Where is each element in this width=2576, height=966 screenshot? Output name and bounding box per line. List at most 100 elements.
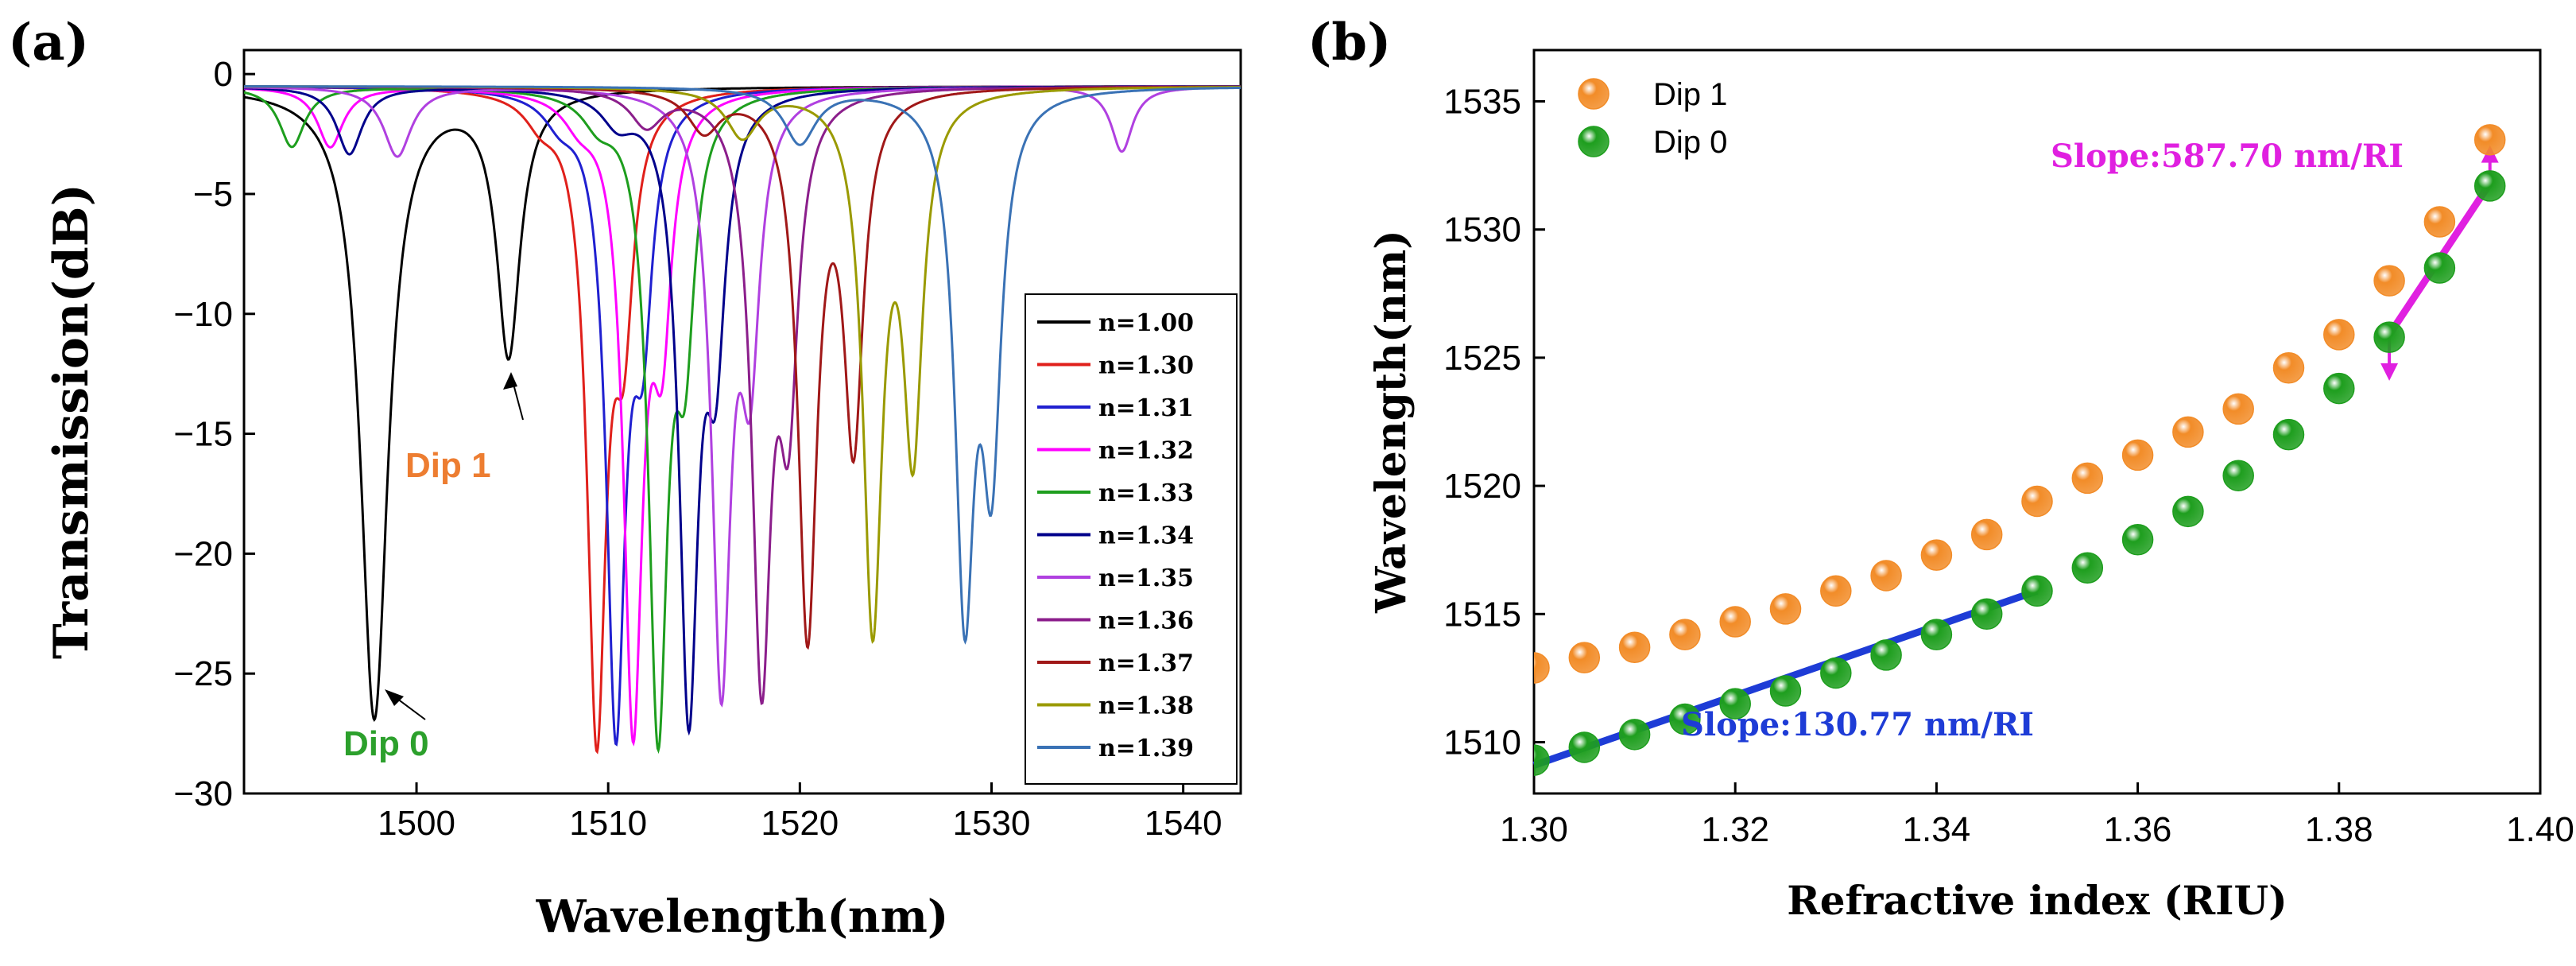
- panel-a-x-tick-label: 1500: [378, 804, 455, 843]
- panel-a-x-tick-label: 1510: [569, 804, 647, 843]
- panel-b-ticks: 1.30 1.32 1.34 1.36 1.38 1.40 1535 1530 1525 1520…: [1443, 82, 2574, 849]
- dip0-point: [2272, 418, 2305, 451]
- dip1-point: [2473, 124, 2506, 156]
- panel-b-label: (b): [1307, 13, 1391, 72]
- dip1-point: [1769, 593, 1802, 625]
- panel-b: (b) 1.30 1.32 1.34 1.36 1.38 1.40 1535 1530 1525…: [1307, 13, 2574, 924]
- dip0-point: [1568, 731, 1601, 763]
- dip0-point: [1970, 598, 2003, 630]
- dip1-point: [2323, 319, 2355, 351]
- panel-a-y-axis-title: Transmission(dB): [44, 184, 99, 659]
- dip0-point: [1920, 619, 1953, 650]
- panel-b-x-tick-label: 1.40: [2506, 810, 2574, 849]
- panel-a-legend-label: n=1.38: [1098, 692, 1194, 720]
- panel-b-legend: Dip 1 Dip 0: [1578, 77, 1727, 160]
- panel-a-frame: [242, 48, 1242, 795]
- dip1-point: [1618, 631, 1651, 663]
- spectrum-line-6: [244, 86, 1241, 708]
- panel-b-legend-marker: [1578, 126, 1610, 157]
- dip0-point: [2172, 495, 2204, 528]
- panel-a-y-tick-label: 0: [214, 55, 233, 94]
- panel-a-y-tick-label: −15: [173, 415, 233, 454]
- panel-b-frame: [1532, 48, 2542, 795]
- panel-b-x-tick-label: 1.30: [1500, 810, 1568, 849]
- dip0-point: [1618, 719, 1651, 751]
- dip0-label: Dip 0: [343, 724, 429, 763]
- panel-a-y-tick-label: −5: [193, 175, 233, 214]
- dip0-point: [2373, 321, 2405, 353]
- dip1-point: [1970, 518, 2003, 551]
- panel-b-legend-marker: [1578, 78, 1610, 110]
- dip1-point: [2373, 265, 2405, 297]
- panel-a-curves: [244, 85, 1241, 755]
- dip1-point: [2423, 206, 2456, 238]
- dip0-point: [1669, 703, 1701, 735]
- dip0-point: [2473, 170, 2506, 202]
- dip1-point: [2071, 462, 2104, 495]
- dip1-annotation: Dip 1: [405, 372, 524, 485]
- dip0-point: [2121, 524, 2154, 556]
- dip1-point: [1669, 619, 1701, 650]
- dip1-arrowhead: [503, 372, 517, 390]
- panel-b-y-tick-label: 1530: [1443, 211, 1521, 250]
- dip0-point: [2021, 575, 2053, 607]
- panel-a-y-tick-label: −25: [173, 654, 233, 693]
- panel-a-legend-label: n=1.00: [1098, 309, 1194, 337]
- dip1-point: [1870, 560, 1902, 592]
- dip0-point: [1870, 639, 1902, 671]
- panel-a-legend: n=1.00 n=1.30 n=1.31 n=1.32 n=1.33 n=1.34 n=1.…: [1025, 293, 1238, 785]
- panel-b-y-tick-label: 1535: [1443, 82, 1521, 121]
- panel-a-legend-label: n=1.37: [1098, 650, 1194, 677]
- dip1-point: [1719, 606, 1751, 638]
- dip1-point: [2222, 393, 2254, 425]
- panel-b-legend-label: Dip 0: [1653, 125, 1727, 160]
- panel-a-legend-label: n=1.35: [1098, 564, 1194, 592]
- panel-b-y-tick-label: 1510: [1443, 724, 1521, 762]
- panel-a-legend-label: n=1.30: [1098, 352, 1194, 380]
- panel-a-legend-label: n=1.31: [1098, 394, 1194, 422]
- dip1-point: [1534, 652, 1550, 684]
- panel-b-points: [1534, 124, 2506, 776]
- panel-a-legend-label: n=1.33: [1098, 479, 1194, 507]
- panel-a-x-axis-title: Wavelength(nm): [536, 890, 949, 943]
- dip1-point: [2272, 352, 2305, 384]
- panel-a-y-tick-label: −10: [173, 295, 233, 334]
- dip0-annotation: Dip 0: [343, 689, 429, 763]
- panel-b-y-tick-label: 1515: [1443, 595, 1521, 634]
- panel-b-x-tick-label: 1.34: [1903, 810, 1971, 849]
- dip0-point: [1769, 675, 1802, 707]
- panel-a-ticks: 1500 1510 1520 1530 1540 0 −5 −10 −15 −20 −25 −30: [173, 55, 1222, 843]
- panel-b-x-axis-title: Refractive index (RIU): [1787, 877, 2287, 924]
- dip1-label: Dip 1: [405, 446, 491, 485]
- dip0-point: [1820, 657, 1852, 689]
- panel-a-legend-label: n=1.34: [1098, 522, 1194, 550]
- dip1-point: [2121, 439, 2154, 471]
- dip1-point: [2172, 416, 2204, 448]
- panel-b-x-tick-label: 1.32: [1701, 810, 1769, 849]
- panel-a-legend-box: [1025, 293, 1238, 785]
- spectrum-line-10: [244, 85, 1241, 645]
- panel-a-y-tick-label: −30: [173, 774, 233, 813]
- dip0-point: [2423, 252, 2456, 284]
- dip1-point: [2021, 485, 2053, 518]
- dip0-point: [1719, 688, 1751, 720]
- panel-a-legend-label: n=1.32: [1098, 437, 1194, 465]
- dip0-point: [1534, 744, 1550, 776]
- dip1-point: [1820, 575, 1852, 607]
- panel-a-label: (a): [8, 13, 89, 72]
- panel-a-legend-label: n=1.36: [1098, 607, 1194, 635]
- panel-a-y-tick-label: −20: [173, 534, 233, 573]
- dip0-point: [2323, 372, 2355, 405]
- panel-b-x-tick-label: 1.38: [2305, 810, 2373, 849]
- dip0-point: [2071, 552, 2104, 584]
- panel-b-x-tick-label: 1.36: [2104, 810, 2172, 849]
- dip0-arrowhead: [385, 689, 404, 706]
- panel-a-x-tick-label: 1530: [953, 804, 1031, 843]
- panel-b-legend-label: Dip 1: [1653, 77, 1727, 112]
- panel-a-legend-label: n=1.39: [1098, 735, 1194, 762]
- slope-dip0-label: Slope:130.77 nm/RI: [1681, 706, 2034, 743]
- dip1-point: [1920, 539, 1953, 571]
- panel-b-y-axis-title: Wavelength(nm): [1367, 230, 1416, 614]
- panel-b-y-tick-label: 1520: [1443, 467, 1521, 506]
